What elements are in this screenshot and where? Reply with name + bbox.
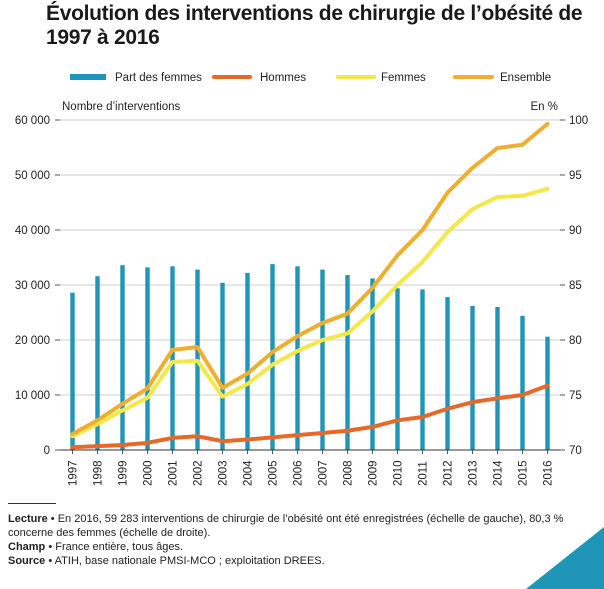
x-tick-label: 2003 bbox=[218, 460, 230, 486]
bar-part-des-femmes bbox=[545, 336, 550, 450]
note-champ-text: • France entière, tous âges. bbox=[45, 541, 184, 553]
x-tick-label: 1999 bbox=[118, 460, 130, 486]
bar-part-des-femmes bbox=[420, 289, 425, 450]
bar-part-des-femmes bbox=[345, 275, 350, 450]
series-lines bbox=[70, 121, 550, 450]
x-tick-label: 2007 bbox=[318, 460, 330, 486]
bar-part-des-femmes bbox=[470, 305, 475, 450]
note-source: Source • ATIH, base nationale PMSI-MCO ;… bbox=[8, 554, 588, 568]
legend-item-hommes: Hommes bbox=[212, 72, 306, 84]
legend-swatch-bar bbox=[70, 74, 106, 80]
y-right-tick-label: 95 bbox=[569, 170, 582, 182]
y-left-tick-label: 40 000 bbox=[15, 225, 50, 237]
x-tick-label: 2016 bbox=[543, 460, 555, 486]
x-tick-label: 2002 bbox=[193, 460, 205, 486]
line-ensemble bbox=[70, 121, 550, 437]
x-tick-label: 2012 bbox=[443, 460, 455, 486]
chart: Part des femmes Hommes Femmes Ensemble N… bbox=[15, 72, 588, 486]
note-source-text: • ATIH, base nationale PMSI-MCO ; exploi… bbox=[45, 555, 325, 567]
x-tick-label: 1998 bbox=[93, 460, 105, 486]
gridlines bbox=[60, 119, 560, 396]
bar-part-des-femmes bbox=[220, 282, 225, 450]
x-tick-label: 2000 bbox=[143, 460, 155, 486]
note-champ: Champ • France entière, tous âges. bbox=[8, 540, 588, 554]
note-lecture-text: • En 2016, 59 283 interventions de chiru… bbox=[8, 513, 564, 539]
line-femmes bbox=[70, 186, 550, 439]
y-right-tick-label: 100 bbox=[569, 115, 588, 127]
bar-part-des-femmes bbox=[120, 265, 125, 450]
y-right-tick-label: 80 bbox=[569, 335, 582, 347]
x-tick-label: 2005 bbox=[268, 460, 280, 486]
legend-item-part-des-femmes: Part des femmes bbox=[70, 72, 202, 84]
x-tick-label: 2013 bbox=[468, 460, 480, 486]
footer-rule bbox=[8, 503, 56, 504]
note-lecture-label: Lecture bbox=[8, 513, 48, 525]
x-tick-label: 2010 bbox=[393, 460, 405, 486]
chart-notes: Lecture • En 2016, 59 283 interventions … bbox=[8, 512, 588, 568]
corner-decoration bbox=[526, 527, 604, 589]
bar-part-des-femmes bbox=[145, 267, 150, 450]
note-champ-label: Champ bbox=[8, 541, 46, 553]
x-tick-label: 2014 bbox=[493, 460, 505, 486]
y-right-tick-label: 75 bbox=[569, 390, 582, 402]
y-right-tick-label: 85 bbox=[569, 280, 582, 292]
x-ticks: 1997 1998 1999 2000 2001 2002 2003 2004 2005 2006… bbox=[68, 450, 555, 486]
x-tick-label: 2008 bbox=[343, 460, 355, 486]
note-source-label: Source bbox=[8, 555, 46, 567]
x-tick-label: 1997 bbox=[68, 460, 80, 486]
x-tick-label: 2011 bbox=[418, 461, 430, 486]
bar-part-des-femmes bbox=[370, 278, 375, 450]
x-tick-label: 2001 bbox=[168, 460, 180, 486]
bar-part-des-femmes bbox=[270, 264, 275, 450]
corner-triangle bbox=[526, 527, 604, 589]
legend-label-hommes: Hommes bbox=[260, 72, 306, 84]
bars-part-des-femmes bbox=[70, 264, 550, 450]
bar-part-des-femmes bbox=[95, 276, 100, 450]
note-lecture: Lecture • En 2016, 59 283 interventions … bbox=[8, 512, 588, 540]
y-right-tick-label: 70 bbox=[569, 445, 582, 457]
y-left-tick-label: 10 000 bbox=[15, 390, 50, 402]
chart-title: Évolution des interventions de chirurgie… bbox=[46, 2, 583, 49]
bar-part-des-femmes bbox=[520, 315, 525, 450]
x-tick-label: 2015 bbox=[518, 460, 530, 486]
legend-item-femmes: Femmes bbox=[336, 72, 426, 84]
bar-part-des-femmes bbox=[295, 266, 300, 450]
y-right-axis-label: En % bbox=[531, 101, 559, 113]
y-left-axis-label: Nombre d’interventions bbox=[62, 101, 181, 113]
y-left-ticks: 0 10 000 20 000 30 000 40 000 50 000 60 000 bbox=[15, 115, 60, 457]
bar-part-des-femmes bbox=[495, 307, 500, 450]
y-left-tick-label: 30 000 bbox=[15, 280, 50, 292]
line-hommes bbox=[70, 383, 550, 450]
x-tick-label: 2004 bbox=[243, 460, 255, 486]
bar-part-des-femmes bbox=[320, 269, 325, 450]
legend: Part des femmes Hommes Femmes Ensemble bbox=[70, 72, 551, 84]
y-left-tick-label: 50 000 bbox=[15, 170, 50, 182]
y-left-tick-label: 20 000 bbox=[15, 335, 50, 347]
y-right-ticks: 70 75 80 85 90 95 100 bbox=[560, 115, 588, 457]
y-right-tick-label: 90 bbox=[569, 225, 582, 237]
legend-label-part-des-femmes: Part des femmes bbox=[115, 72, 202, 84]
y-left-tick-label: 60 000 bbox=[15, 115, 50, 127]
bar-part-des-femmes bbox=[170, 266, 175, 450]
bar-part-des-femmes bbox=[395, 288, 400, 450]
x-tick-label: 2009 bbox=[368, 460, 380, 486]
legend-label-ensemble: Ensemble bbox=[500, 72, 551, 84]
legend-label-femmes: Femmes bbox=[381, 72, 426, 84]
x-tick-label: 2006 bbox=[293, 460, 305, 486]
bar-part-des-femmes bbox=[245, 272, 250, 450]
y-left-tick-label: 0 bbox=[44, 445, 50, 457]
legend-item-ensemble: Ensemble bbox=[453, 72, 551, 84]
bar-part-des-femmes bbox=[445, 297, 450, 450]
bar-part-des-femmes bbox=[70, 292, 75, 450]
